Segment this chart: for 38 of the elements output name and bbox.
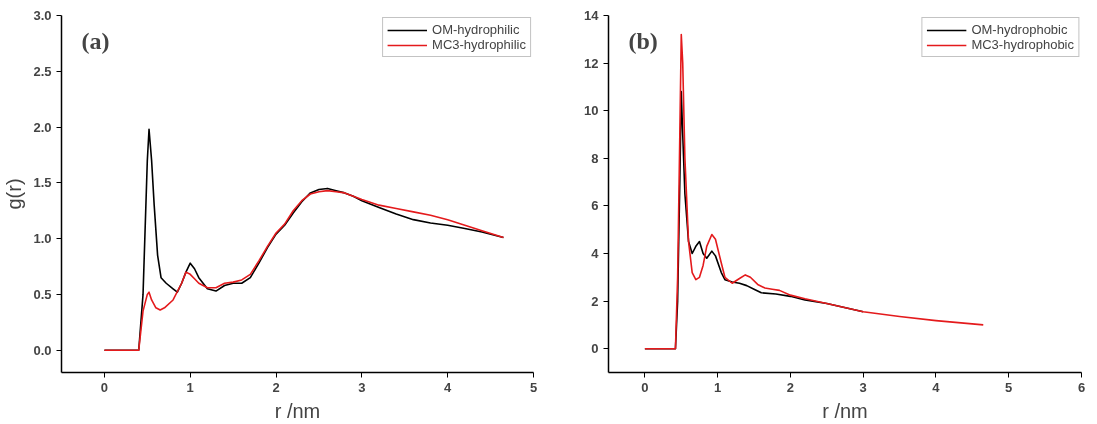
x-tick-label: 2	[272, 379, 280, 395]
y-tick-label: 10	[584, 103, 599, 119]
legend-label: MC3-hydrophilic	[432, 37, 526, 52]
y-tick-label: 2.5	[33, 63, 52, 79]
y-axis-title: g(r)	[3, 178, 26, 210]
y-tick-label: 0.5	[33, 286, 52, 302]
y-tick-label: 3.0	[33, 8, 52, 23]
legend-label: MC3-hydrophobic	[971, 37, 1074, 52]
y-tick-label: 14	[584, 8, 600, 23]
x-tick-label: 0	[641, 379, 649, 395]
line-series	[103, 189, 505, 351]
y-tick-label: 12	[584, 55, 599, 71]
x-tick-label: 1	[714, 379, 722, 395]
x-tick-label: 2	[786, 379, 795, 395]
y-tick-label: 1.0	[33, 231, 52, 247]
annotation: (b)	[628, 27, 658, 54]
x-tick-label: 1	[186, 379, 194, 395]
y-tick-label: 1.5	[33, 175, 52, 191]
y-tick-label: 4	[591, 246, 600, 261]
x-tick-label: 5	[1005, 379, 1013, 395]
x-tick-label: 3	[358, 379, 366, 395]
legend-label: OM-hydrophilic	[432, 22, 520, 37]
y-tick-label: 2	[591, 293, 599, 309]
x-tick-label: 0	[100, 379, 109, 395]
y-tick-label: 6	[591, 198, 599, 214]
y-tick-label: 2.0	[33, 119, 52, 135]
x-axis-title: r /nm	[822, 399, 868, 422]
x-tick-label: 5	[529, 379, 538, 395]
x-tick-label: 4	[444, 379, 453, 395]
x-axis-title: r /nm	[274, 399, 321, 422]
y-tick-label: 8	[591, 150, 599, 166]
annotation: (a)	[81, 27, 110, 54]
y-tick-label: 0	[591, 341, 599, 357]
x-tick-label: 3	[859, 379, 867, 395]
x-tick-label: 6	[1077, 379, 1086, 395]
x-tick-label: 4	[932, 379, 941, 395]
legend-label: OM-hydrophobic	[971, 22, 1068, 37]
y-tick-label: 0.0	[33, 342, 52, 358]
